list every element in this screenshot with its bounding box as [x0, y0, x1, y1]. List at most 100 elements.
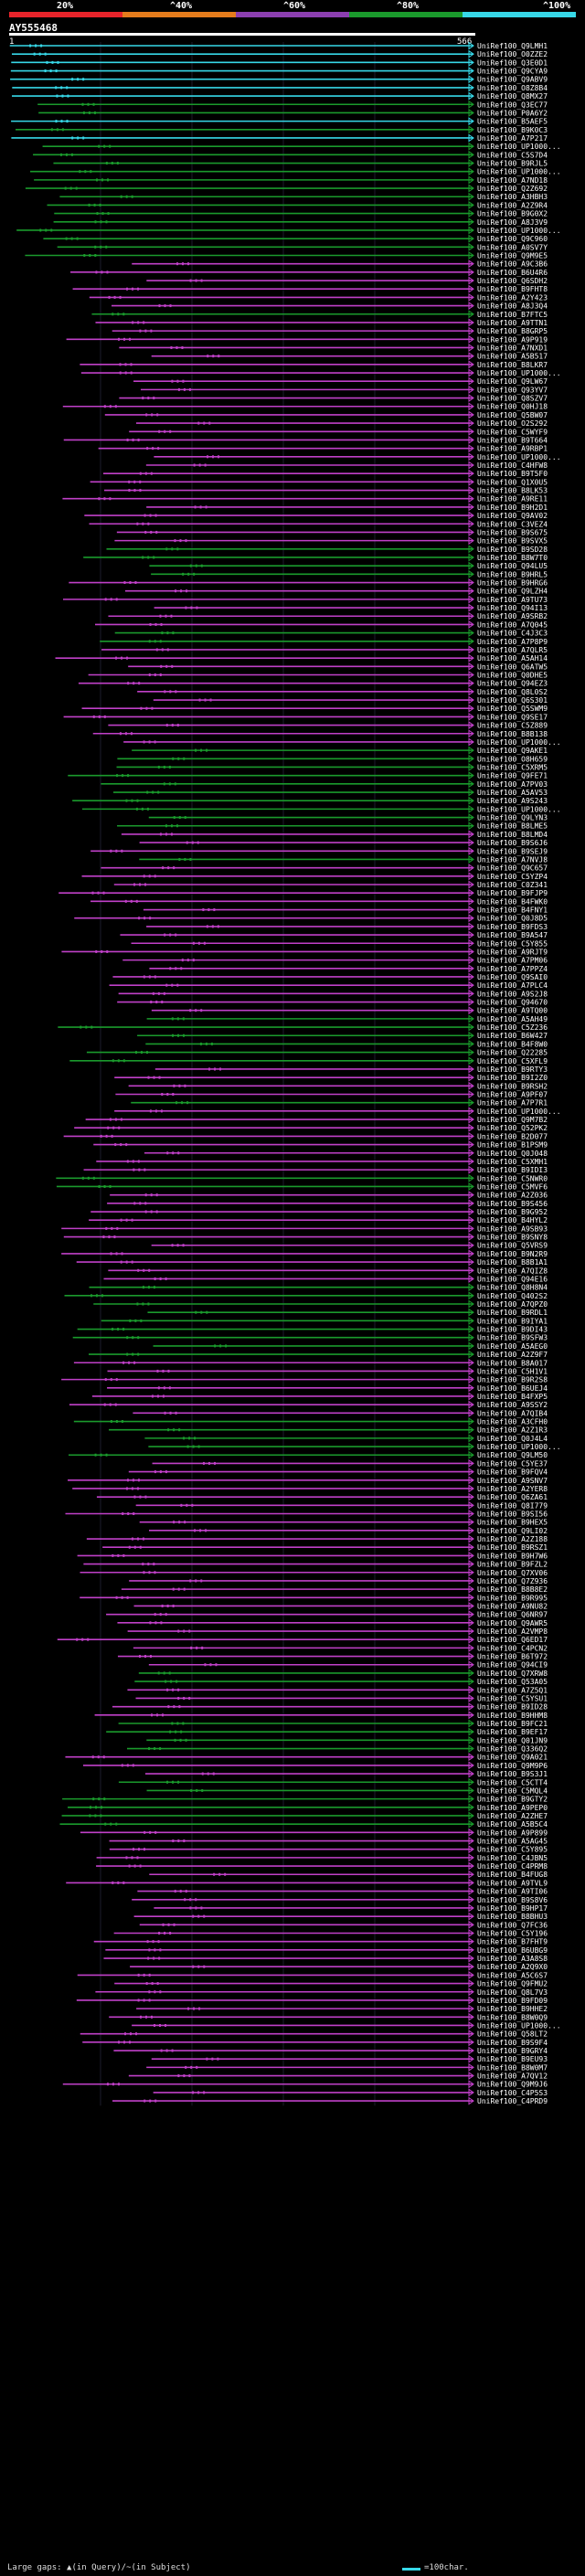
hit-label[interactable]: UniRef100_A5C6S7: [477, 1971, 548, 1979]
hit-label[interactable]: UniRef100_Q5VRS9: [477, 1242, 548, 1250]
hit-label[interactable]: UniRef100_A9S2J8: [477, 990, 548, 998]
hit-label[interactable]: UniRef100_UP1000...: [477, 227, 561, 235]
hit-label[interactable]: UniRef100_B9K0C3: [477, 126, 548, 134]
hit-label[interactable]: UniRef100_P0A6Y2: [477, 109, 548, 117]
hit-label[interactable]: UniRef100_B9EU93: [477, 2055, 548, 2063]
hit-label[interactable]: UniRef100_Q7Z936: [477, 1577, 548, 1585]
hit-label[interactable]: UniRef100_C0Z341: [477, 881, 548, 889]
hit-label[interactable]: UniRef100_A9SNV7: [477, 1477, 548, 1485]
hit-label[interactable]: UniRef100_Q01JN9: [477, 1736, 548, 1744]
hit-label[interactable]: UniRef100_Q8L0S2: [477, 688, 548, 696]
hit-label[interactable]: UniRef100_B9GTY2: [477, 1796, 548, 1804]
hit-label[interactable]: UniRef100_B9I2Z0: [477, 1074, 548, 1082]
hit-label[interactable]: UniRef100_B9S675: [477, 528, 548, 536]
hit-label[interactable]: UniRef100_Q94LU5: [477, 562, 548, 570]
hit-label[interactable]: UniRef100_A9C3B6: [477, 260, 548, 269]
hit-label[interactable]: UniRef100_UP1000...: [477, 805, 561, 813]
hit-label[interactable]: UniRef100_Q9M9J6: [477, 2081, 548, 2089]
hit-label[interactable]: UniRef100_A3A8S8: [477, 1955, 548, 1963]
hit-label[interactable]: UniRef100_B4FUG8: [477, 1871, 548, 1879]
hit-label[interactable]: UniRef100_A7Z5Q1: [477, 1686, 548, 1694]
hit-label[interactable]: UniRef100_Q9A021: [477, 1754, 548, 1762]
hit-label[interactable]: UniRef100_UP1000...: [477, 168, 561, 176]
hit-label[interactable]: UniRef100_B8LME5: [477, 822, 548, 831]
hit-label[interactable]: UniRef100_Q8SZV7: [477, 395, 548, 403]
hit-label[interactable]: UniRef100_C5XFL9: [477, 1057, 548, 1065]
hit-label[interactable]: UniRef100_B9FDS3: [477, 923, 548, 931]
hit-label[interactable]: UniRef100_C5MVF6: [477, 1182, 548, 1191]
hit-label[interactable]: UniRef100_A2Q9X0: [477, 1963, 548, 1971]
hit-label[interactable]: UniRef100_Q9SE17: [477, 713, 548, 721]
hit-label[interactable]: UniRef100_Q9LI02: [477, 1527, 548, 1535]
hit-label[interactable]: UniRef100_Q9C960: [477, 235, 548, 243]
hit-label[interactable]: UniRef100_B9RJL5: [477, 160, 548, 168]
hit-label[interactable]: UniRef100_B9S3J1: [477, 1770, 548, 1778]
hit-label[interactable]: UniRef100_B9G0X2: [477, 210, 548, 218]
hit-label[interactable]: UniRef100_A9SB93: [477, 1224, 548, 1233]
hit-label[interactable]: UniRef100_Q9AV02: [477, 512, 548, 520]
hit-label[interactable]: UniRef100_A9P899: [477, 1829, 548, 1837]
hit-label[interactable]: UniRef100_Q22285: [477, 1049, 548, 1057]
hit-label[interactable]: UniRef100_B6UBG9: [477, 1946, 548, 1955]
hit-label[interactable]: UniRef100_Q9ABV9: [477, 76, 548, 84]
hit-label[interactable]: UniRef100_B9EF17: [477, 1728, 548, 1736]
hit-label[interactable]: UniRef100_Q9AWR5: [477, 1619, 548, 1627]
hit-label[interactable]: UniRef100_B1PSM9: [477, 1141, 548, 1150]
hit-label[interactable]: UniRef100_Q93YV7: [477, 386, 548, 394]
hit-label[interactable]: UniRef100_Q9LW67: [477, 377, 548, 386]
hit-label[interactable]: UniRef100_Q6ED17: [477, 1636, 548, 1644]
hit-label[interactable]: UniRef100_A7P7R1: [477, 1099, 548, 1108]
hit-label[interactable]: UniRef100_B9IDI3: [477, 1166, 548, 1174]
hit-label[interactable]: UniRef100_Q6S301: [477, 696, 548, 705]
hit-label[interactable]: UniRef100_A5AV53: [477, 789, 548, 797]
hit-label[interactable]: UniRef100_Q6SDH2: [477, 277, 548, 285]
hit-label[interactable]: UniRef100_Q8I779: [477, 1501, 548, 1510]
hit-label[interactable]: UniRef100_Q8H8N4: [477, 1284, 548, 1292]
hit-label[interactable]: UniRef100_A9TTN1: [477, 319, 548, 327]
hit-label[interactable]: UniRef100_Q2Z692: [477, 185, 548, 193]
hit-label[interactable]: UniRef100_B9H2D1: [477, 504, 548, 512]
hit-label[interactable]: UniRef100_B9FHT8: [477, 285, 548, 293]
hit-label[interactable]: UniRef100_B4FWK0: [477, 897, 548, 906]
hit-label[interactable]: UniRef100_B6T972: [477, 1653, 548, 1661]
hit-label[interactable]: UniRef100_A2Y423: [477, 293, 548, 302]
hit-label[interactable]: UniRef100_Q9LMH1: [477, 42, 548, 50]
hit-label[interactable]: UniRef100_Q9FMU2: [477, 1980, 548, 1988]
hit-label[interactable]: UniRef100_B9HHE2: [477, 2005, 548, 2013]
hit-label[interactable]: UniRef100_A3CFH0: [477, 1418, 548, 1426]
hit-label[interactable]: UniRef100_UP1000...: [477, 369, 561, 377]
hit-label[interactable]: UniRef100_A8J3Q4: [477, 302, 548, 311]
hit-label[interactable]: UniRef100_A9RBP1: [477, 445, 548, 453]
hit-label[interactable]: UniRef100_B8W0Q9: [477, 2013, 548, 2021]
hit-label[interactable]: UniRef100_B8GRP5: [477, 327, 548, 335]
hit-label[interactable]: UniRef100_B2D077: [477, 1132, 548, 1140]
hit-label[interactable]: UniRef100_A7P217: [477, 134, 548, 143]
hit-label[interactable]: UniRef100_B4F8W0: [477, 1040, 548, 1048]
hit-label[interactable]: UniRef100_A2Z036: [477, 1192, 548, 1200]
hit-label[interactable]: UniRef100_UP1000...: [477, 1443, 561, 1451]
hit-label[interactable]: UniRef100_B8B138: [477, 730, 548, 738]
hit-label[interactable]: UniRef100_B9GRY4: [477, 2047, 548, 2055]
hit-label[interactable]: UniRef100_B9S456: [477, 1200, 548, 1208]
hit-label[interactable]: UniRef100_A9NU82: [477, 1602, 548, 1610]
hit-label[interactable]: UniRef100_Q53A05: [477, 1678, 548, 1686]
hit-label[interactable]: UniRef100_Q7XV06: [477, 1569, 548, 1577]
hit-label[interactable]: UniRef100_A7P8P9: [477, 638, 548, 646]
hit-label[interactable]: UniRef100_A8J3V9: [477, 218, 548, 227]
hit-label[interactable]: UniRef100_A7QV12: [477, 2072, 548, 2081]
hit-label[interactable]: UniRef100_C4PCN2: [477, 1644, 548, 1652]
hit-label[interactable]: UniRef100_B8LK53: [477, 487, 548, 495]
hit-label[interactable]: UniRef100_Q9FE71: [477, 772, 548, 780]
hit-label[interactable]: UniRef100_B5AEF5: [477, 118, 548, 126]
hit-label[interactable]: UniRef100_A7NVJ8: [477, 855, 548, 864]
hit-label[interactable]: UniRef100_B7FTC5: [477, 311, 548, 319]
hit-label[interactable]: UniRef100_A0SV7Y: [477, 243, 548, 251]
hit-label[interactable]: UniRef100_Q9M9P6: [477, 1762, 548, 1770]
hit-label[interactable]: UniRef100_B6U4R6: [477, 269, 548, 277]
hit-label[interactable]: UniRef100_A2Z188: [477, 1535, 548, 1543]
hit-label[interactable]: UniRef100_B9FD09: [477, 1997, 548, 2005]
hit-label[interactable]: UniRef100_A7PM06: [477, 957, 548, 965]
hit-label[interactable]: UniRef100_A7QIZ8: [477, 1267, 548, 1275]
hit-label[interactable]: UniRef100_B9RDL1: [477, 1309, 548, 1317]
hit-label[interactable]: UniRef100_B9FJP9: [477, 889, 548, 897]
